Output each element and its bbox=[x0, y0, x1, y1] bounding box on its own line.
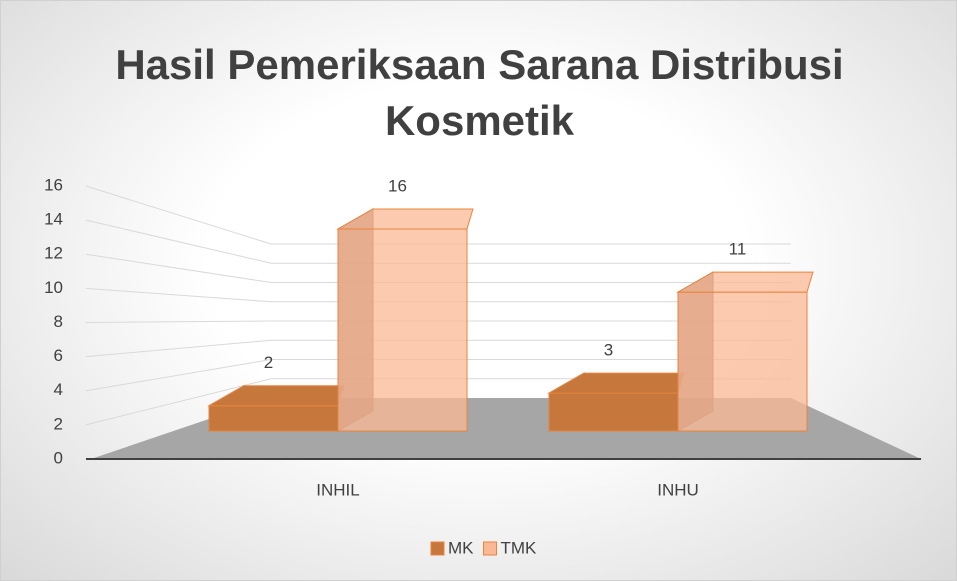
y-tick-label: 0 bbox=[54, 448, 63, 467]
y-tick-label: 8 bbox=[54, 312, 63, 331]
x-tick-label: INHU bbox=[657, 480, 699, 499]
grid-line bbox=[85, 359, 791, 392]
grid-line bbox=[85, 320, 791, 323]
y-tick-label: 6 bbox=[54, 346, 63, 365]
bar-top bbox=[547, 372, 685, 394]
bar-top bbox=[676, 271, 814, 293]
bar bbox=[676, 271, 814, 432]
chart-title: Hasil Pemeriksaan Sarana Distribusi Kosm… bbox=[115, 41, 844, 144]
bar bbox=[547, 372, 685, 432]
grid-line bbox=[85, 287, 791, 303]
bar-front bbox=[548, 392, 679, 432]
bar-top bbox=[336, 208, 474, 230]
grid-line bbox=[85, 339, 791, 358]
legend-label: MK bbox=[448, 538, 474, 557]
data-label: 3 bbox=[604, 341, 613, 360]
y-tick-label: 4 bbox=[54, 380, 63, 399]
y-tick-label: 10 bbox=[44, 278, 63, 297]
data-label: 2 bbox=[264, 353, 273, 372]
grid-line bbox=[85, 185, 791, 245]
y-tick-label: 12 bbox=[44, 244, 63, 263]
bar bbox=[207, 384, 345, 432]
legend-label: TMK bbox=[501, 538, 538, 557]
y-tick-label: 16 bbox=[44, 175, 63, 194]
data-label: 16 bbox=[388, 176, 407, 195]
y-tick-label: 14 bbox=[44, 210, 63, 229]
legend-swatch bbox=[430, 541, 445, 556]
bar-front bbox=[208, 405, 339, 432]
grid-line bbox=[85, 253, 791, 283]
y-tick-label: 2 bbox=[54, 414, 63, 433]
data-label: 11 bbox=[729, 240, 747, 259]
bar-front bbox=[337, 228, 468, 432]
bar-front bbox=[677, 291, 808, 432]
x-tick-label: INHIL bbox=[316, 480, 359, 499]
grid-line bbox=[85, 219, 791, 264]
bar bbox=[336, 208, 474, 432]
legend-swatch bbox=[483, 541, 497, 556]
